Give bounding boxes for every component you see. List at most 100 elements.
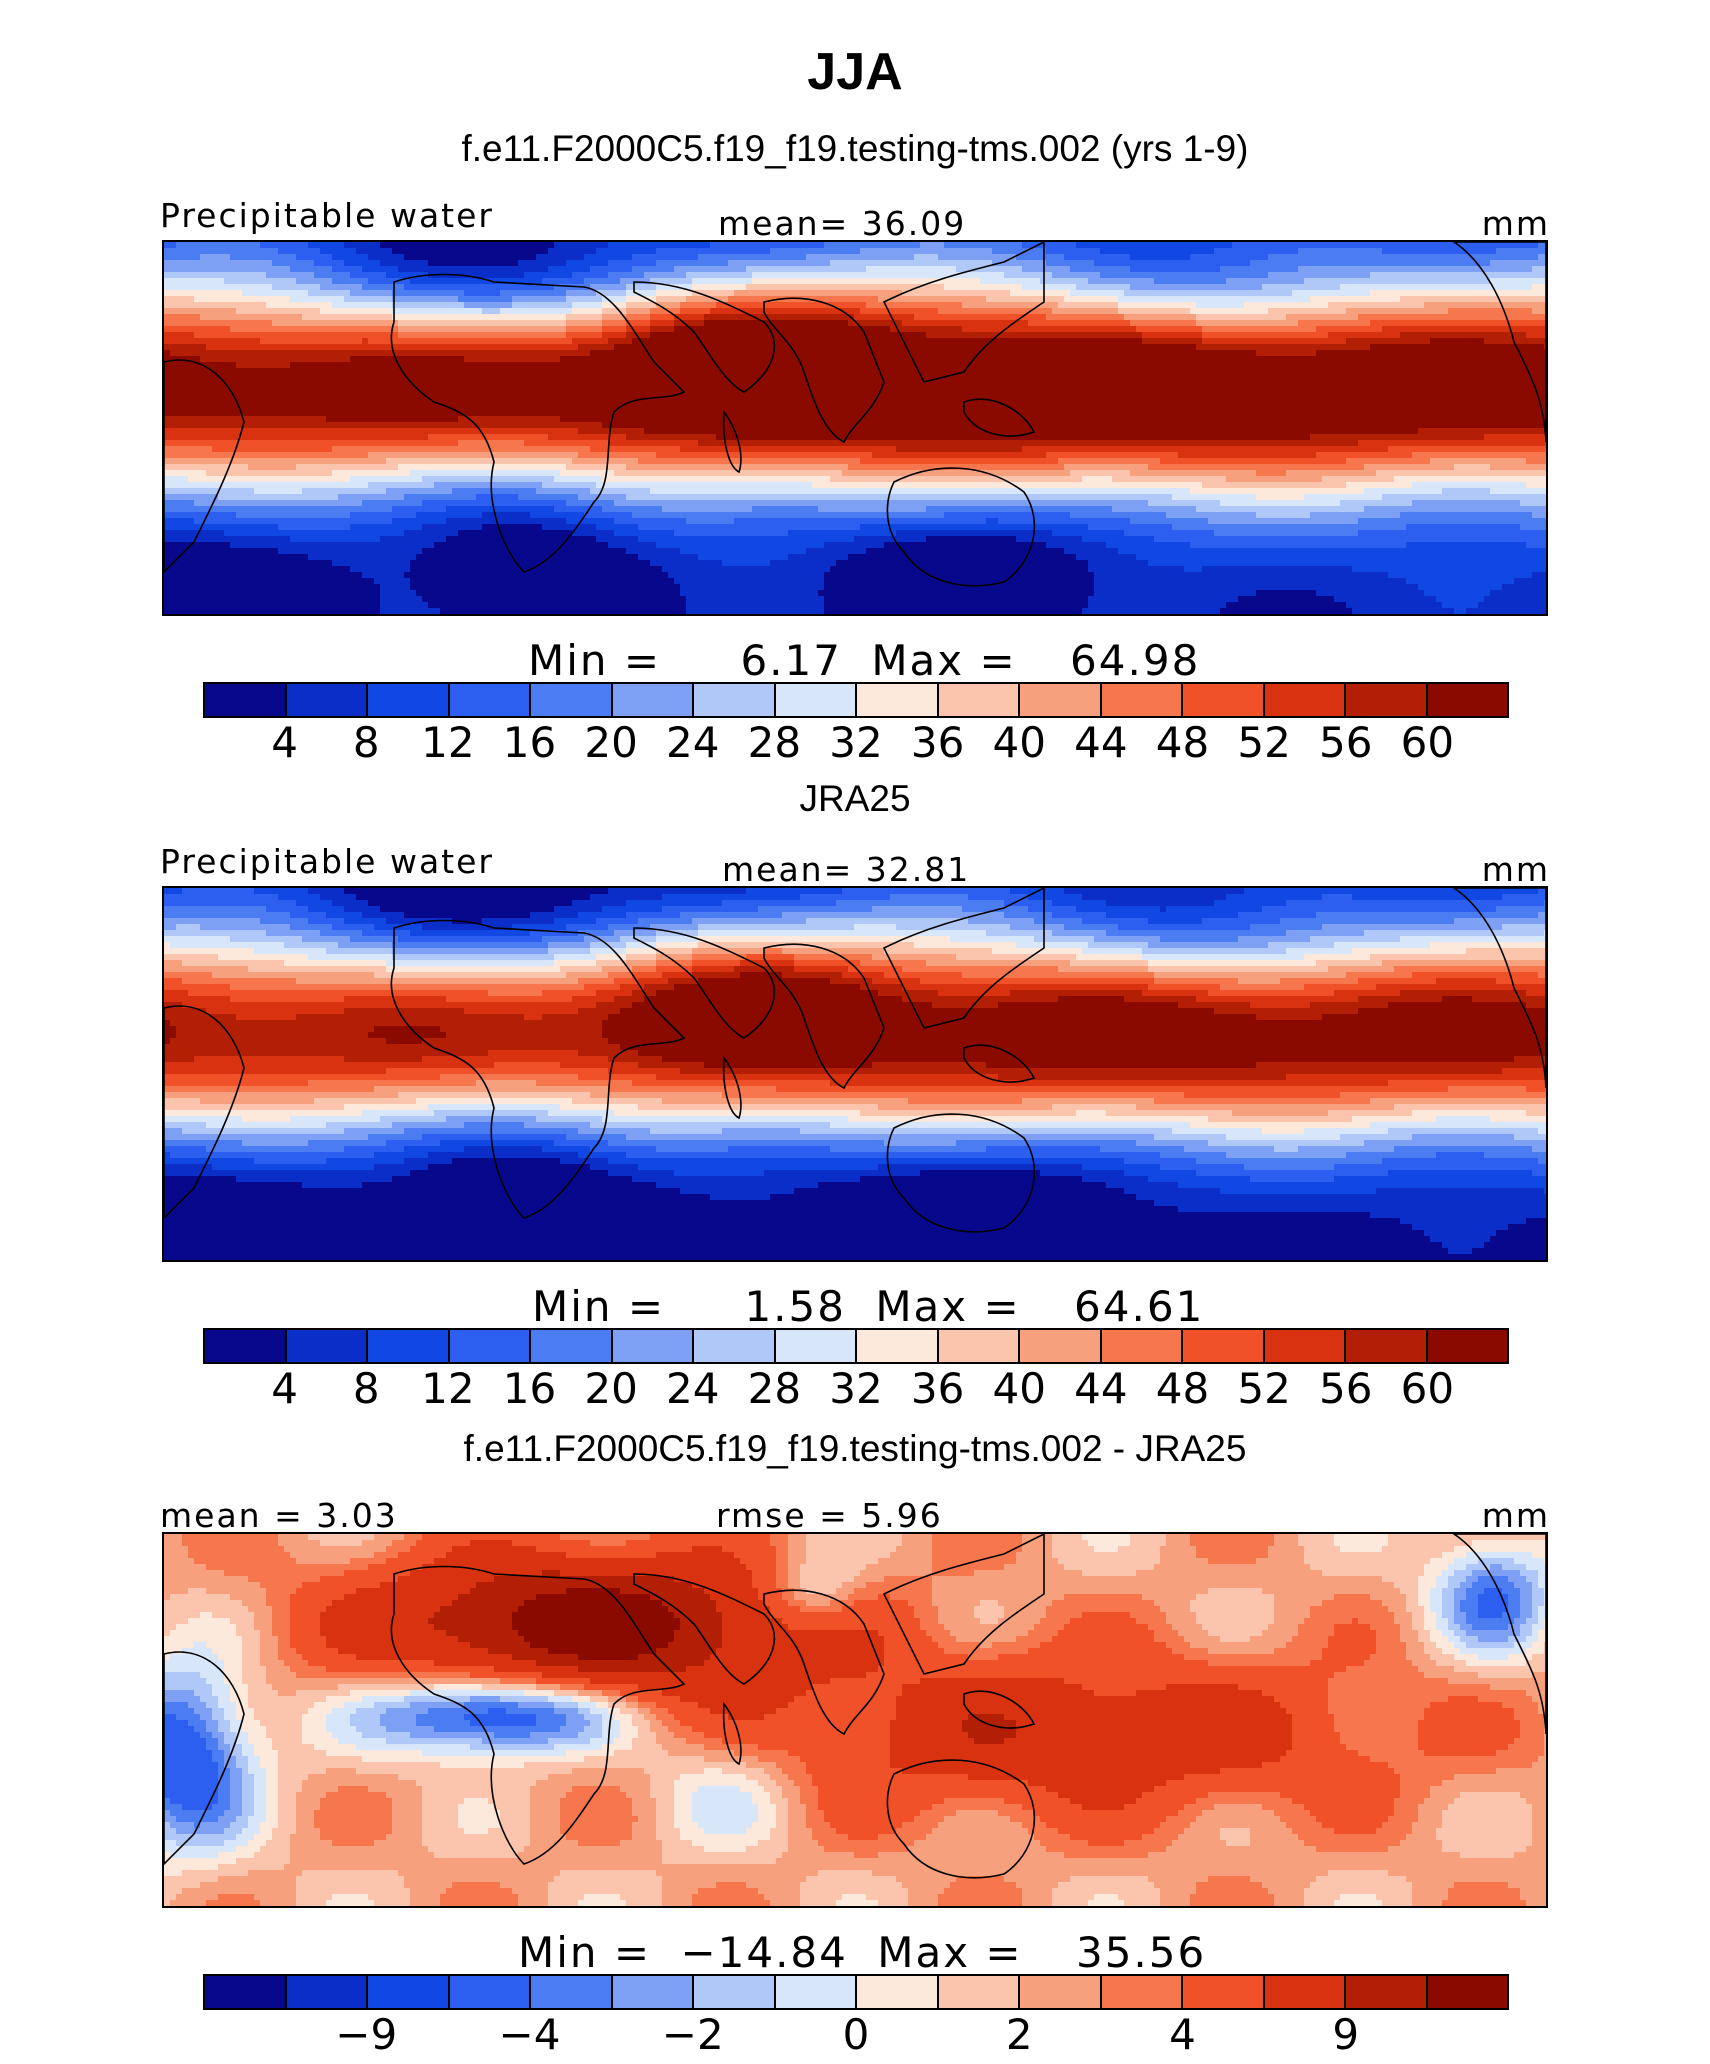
colorbar-cell	[1020, 1976, 1102, 2008]
colorbar-tick-label: 44	[1074, 718, 1127, 767]
colorbar-cell	[1264, 1330, 1346, 1362]
colorbar-tick-label: 20	[584, 718, 637, 767]
coastline	[722, 409, 742, 474]
colorbar-cell	[449, 1330, 531, 1362]
colorbar-cell	[938, 684, 1020, 716]
min-label: Min =	[528, 636, 661, 685]
colorbar-cell	[857, 684, 939, 716]
colorbar-cell	[1427, 1976, 1507, 2008]
colorbar-tick-label: 16	[503, 718, 556, 767]
rmse-label: rmse = 5.96	[716, 1496, 943, 1535]
colorbar-tick-label: 40	[993, 718, 1046, 767]
contour-field	[164, 1534, 1546, 1906]
coastline	[390, 1565, 686, 1865]
colorbar-cell	[1264, 684, 1346, 716]
colorbar-ticks: −9 −4 −2 0 2 4 9	[203, 2010, 1509, 2060]
colorbar-cell	[694, 1976, 776, 2008]
colorbar-tick-label: 12	[421, 718, 474, 767]
colorbar-tick-label: 52	[1237, 1364, 1290, 1413]
min-value: 1.58	[744, 1282, 846, 1331]
colorbar-tick-label: 32	[829, 1364, 882, 1413]
coastline	[390, 919, 686, 1219]
colorbar-cell	[1346, 684, 1428, 716]
min-value: −14.84	[680, 1928, 847, 1977]
panel-title: JRA25	[0, 778, 1710, 820]
colorbar-tick-label: 60	[1401, 718, 1454, 767]
colorbar-cell	[1346, 1330, 1428, 1362]
colorbar-cell	[612, 1976, 694, 2008]
colorbar-tick-label: 12	[421, 1364, 474, 1413]
colorbar	[203, 1328, 1509, 1364]
colorbar-cell	[286, 1330, 368, 1362]
colorbar-cell	[205, 1330, 287, 1362]
difference-map	[162, 1532, 1548, 1908]
colorbar-tick-label: 8	[353, 718, 380, 767]
coastline	[963, 1044, 1036, 1083]
colorbar-cell	[1264, 1976, 1346, 2008]
colorbar-cell	[1183, 1330, 1265, 1362]
colorbar-cell	[694, 684, 776, 716]
variable-label: Precipitable water	[160, 842, 494, 881]
colorbar-cell	[775, 1976, 857, 2008]
panel-title: f.e11.F2000C5.f19_f19.testing-tms.002 (y…	[0, 128, 1710, 170]
colorbar-tick-label: 9	[1332, 2010, 1359, 2059]
colorbar-tick-label: 0	[843, 2010, 870, 2059]
colorbar-ticks: 4 8 12 16 20 24 28 32 36 40 44 48 52 56 60	[203, 718, 1509, 768]
coastline	[633, 927, 776, 1039]
colorbar-cell	[531, 1330, 613, 1362]
min-label: Min =	[518, 1928, 651, 1977]
colorbar-cell	[694, 1330, 776, 1362]
coastlines	[164, 1534, 1546, 1879]
colorbar-tick-label: 32	[829, 718, 882, 767]
colorbar-cell	[1427, 684, 1507, 716]
max-value: 64.98	[1070, 636, 1200, 685]
colorbar-cell	[857, 1976, 939, 2008]
mean-label: mean= 32.81	[722, 850, 970, 889]
precipitable-water-map	[162, 240, 1548, 616]
colorbar-tick-label: 60	[1401, 1364, 1454, 1413]
variable-label: Precipitable water	[160, 196, 494, 235]
coastline	[722, 1055, 742, 1120]
colorbar-cell	[1183, 684, 1265, 716]
coastline	[633, 1573, 776, 1685]
colorbar	[203, 1974, 1509, 2010]
coastline	[763, 297, 885, 444]
colorbar-ticks: 4 8 12 16 20 24 28 32 36 40 44 48 52 56 60	[203, 1364, 1509, 1414]
precipitable-water-map	[162, 886, 1548, 1262]
colorbar-cell	[612, 684, 694, 716]
coastline	[886, 1759, 1036, 1879]
min-value: 6.17	[740, 636, 842, 685]
colorbar-cell	[1020, 684, 1102, 716]
colorbar-cell	[531, 1976, 613, 2008]
colorbar-cell	[775, 684, 857, 716]
max-label: Max =	[875, 1282, 1020, 1331]
colorbar-cell	[205, 684, 287, 716]
colorbar-cell	[612, 1330, 694, 1362]
colorbar-tick-label: 28	[748, 718, 801, 767]
colorbar-cell	[368, 1976, 450, 2008]
colorbar-tick-label: 48	[1156, 1364, 1209, 1413]
colorbar-tick-label: 24	[666, 718, 719, 767]
units-label: mm	[1482, 1496, 1550, 1535]
colorbar-cell	[449, 1976, 531, 2008]
coastline	[763, 1589, 885, 1736]
colorbar-tick-label: 16	[503, 1364, 556, 1413]
coastline	[1452, 242, 1546, 443]
colorbar-cell	[1101, 1976, 1183, 2008]
coastline	[882, 242, 1045, 383]
colorbar-cell	[368, 684, 450, 716]
coastline	[963, 398, 1036, 437]
colorbar-cell	[286, 1976, 368, 2008]
colorbar-tick-label: 4	[1169, 2010, 1196, 2059]
coastline	[390, 273, 686, 573]
colorbar-cell	[938, 1976, 1020, 2008]
colorbar-cell	[1101, 1330, 1183, 1362]
colorbar-cell	[775, 1330, 857, 1362]
units-label: mm	[1482, 204, 1550, 243]
colorbar-tick-label: 36	[911, 1364, 964, 1413]
mean-label: mean= 36.09	[718, 204, 966, 243]
coastline	[1452, 1534, 1546, 1735]
colorbar-tick-label: 8	[353, 1364, 380, 1413]
max-label: Max =	[871, 636, 1016, 685]
colorbar-cell	[368, 1330, 450, 1362]
